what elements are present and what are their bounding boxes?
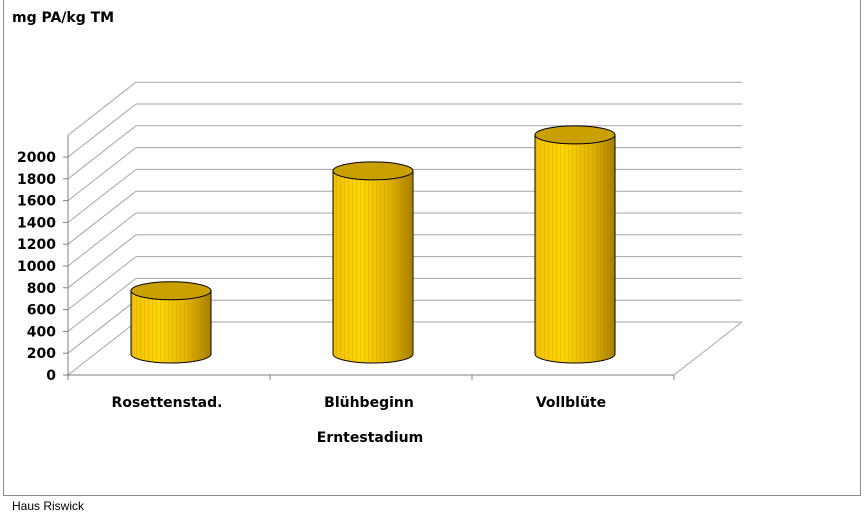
y-tick-label: 400 <box>27 324 56 340</box>
axes-layer <box>63 135 675 380</box>
y-tick-label: 0 <box>46 368 56 384</box>
bar-texture <box>333 170 413 363</box>
bar-top <box>534 125 616 145</box>
gridline-side <box>67 190 137 245</box>
chart-frame <box>3 0 861 496</box>
gridline-side <box>67 169 137 223</box>
y-tick-label: 200 <box>27 346 56 362</box>
y-tick-label: 800 <box>27 281 56 297</box>
bar-Vollblüte <box>534 125 616 364</box>
gridline-side <box>67 147 137 201</box>
bars-layer <box>130 125 616 364</box>
x-tick-label: Vollblüte <box>536 395 606 411</box>
y-tick-label: 1800 <box>17 172 56 188</box>
gridline-side <box>67 81 137 136</box>
grid-layer <box>67 81 743 376</box>
gridline-side <box>67 278 137 332</box>
labels-layer: mg PA/kg TM Erntestadium 0 200 400 600 800 10… <box>12 10 606 446</box>
y-tick-label: 1600 <box>17 194 56 210</box>
y-tick-label: 2000 <box>17 150 56 166</box>
bar-chart: mg PA/kg TM Erntestadium 0 200 400 600 800 10… <box>12 10 743 446</box>
y-tick-label: 1000 <box>17 259 56 275</box>
x-tick-label: Blühbeginn <box>324 395 414 411</box>
bar-Rosettenstad. <box>130 281 212 364</box>
source-note: Haus Riswick <box>12 499 85 513</box>
bar-texture <box>131 290 211 363</box>
x-axis-title: Erntestadium <box>317 430 423 446</box>
bar-texture <box>535 134 615 363</box>
y-tick-label: 1400 <box>17 215 56 231</box>
gridline-side <box>67 103 137 158</box>
gridline-side <box>67 299 137 354</box>
gridline-side <box>67 234 137 289</box>
y-axis-title: mg PA/kg TM <box>12 10 114 26</box>
gridline-side <box>67 321 137 376</box>
y-tick-label: 600 <box>27 303 56 319</box>
gridline-side <box>67 125 137 180</box>
bar-Blühbeginn <box>332 161 414 364</box>
bar-top <box>332 161 414 181</box>
bar-top <box>130 281 212 301</box>
x-tick-label: Rosettenstad. <box>112 395 223 411</box>
y-tick-label: 1200 <box>17 237 56 253</box>
gridline-side <box>67 256 137 310</box>
floor-edge <box>673 321 743 376</box>
gridline-side <box>67 212 137 267</box>
